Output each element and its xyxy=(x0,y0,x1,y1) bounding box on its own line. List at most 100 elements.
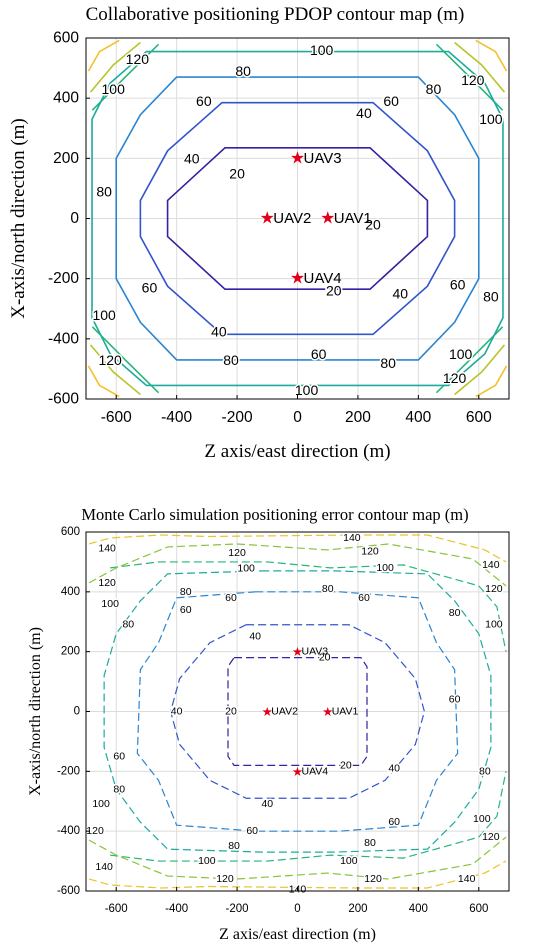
y-tick-label: 200 xyxy=(61,646,80,658)
x-tick-label: 400 xyxy=(409,903,428,915)
uav-label: UAV2 xyxy=(273,210,311,227)
y-tick-label: -600 xyxy=(57,885,80,897)
contour-line-140 xyxy=(88,860,507,889)
x-tick-label: -200 xyxy=(222,409,253,426)
contour-label: 80 xyxy=(322,583,334,595)
contour-label: 40 xyxy=(261,798,273,810)
contour-label: 100 xyxy=(101,598,119,610)
uav-marker-icon: ★ xyxy=(290,148,305,168)
contour-line-100 xyxy=(91,326,160,394)
x-axis-label: Z axis/east direction (m) xyxy=(204,441,390,462)
contour-label: 100 xyxy=(473,813,491,825)
uav-label: UAV2 xyxy=(271,706,298,718)
y-tick-label: 0 xyxy=(74,706,80,718)
contour-label: 100 xyxy=(295,382,319,398)
y-tick-label: 600 xyxy=(61,526,80,538)
uav-label: UAV1 xyxy=(334,210,372,227)
contour-label: 20 xyxy=(225,706,237,718)
contour-label: 120 xyxy=(461,72,485,88)
contour-label: 80 xyxy=(122,619,134,631)
contour-label: 40 xyxy=(249,631,261,643)
contour-label: 120 xyxy=(98,577,116,589)
contour-label: 120 xyxy=(86,825,104,837)
y-axis-label: X-axis/north direction (m) xyxy=(8,118,29,319)
contour-line-20 xyxy=(227,657,368,766)
contour-line-40 xyxy=(139,101,456,336)
y-tick-label: -200 xyxy=(57,765,80,777)
contour-label: 80 xyxy=(479,765,491,777)
contour-label: 20 xyxy=(229,165,245,181)
uav-label: UAV3 xyxy=(302,646,329,658)
x-tick-label: -600 xyxy=(101,409,132,426)
contour-label: 40 xyxy=(356,105,372,121)
contour-label: 80 xyxy=(483,289,499,305)
contour-label: 60 xyxy=(196,93,212,109)
x-tick-label: -600 xyxy=(105,903,128,915)
contour-line-120 xyxy=(88,543,507,587)
contour-label: 60 xyxy=(449,694,461,706)
contour-label: 120 xyxy=(216,873,234,885)
y-tick-label: -400 xyxy=(48,330,79,347)
uav-label: UAV4 xyxy=(304,270,342,287)
contour-label: 100 xyxy=(485,619,503,631)
uav-marker-icon: ★ xyxy=(292,764,303,779)
contour-label: 120 xyxy=(361,545,379,557)
contour-label: 60 xyxy=(225,592,237,604)
contour-label: 120 xyxy=(228,547,246,559)
y-tick-label: 200 xyxy=(53,150,79,167)
contour-label: 80 xyxy=(380,355,396,371)
contour-line-120 xyxy=(89,344,141,396)
y-tick-label: 600 xyxy=(53,30,79,47)
uav-marker-icon: ★ xyxy=(292,644,303,659)
x-tick-label: 0 xyxy=(293,409,302,426)
contour-label: 60 xyxy=(358,592,370,604)
contour-line-40 xyxy=(169,624,426,799)
contour-label: 60 xyxy=(311,346,327,362)
x-tick-label: 200 xyxy=(348,903,367,915)
contour-label: 100 xyxy=(92,307,116,323)
contour-label: 80 xyxy=(449,607,461,619)
x-tick-label: -400 xyxy=(161,409,192,426)
x-tick-label: 600 xyxy=(466,409,492,426)
uav-marker-icon: ★ xyxy=(290,269,305,289)
contour-label: 100 xyxy=(198,855,216,867)
contour-label: 100 xyxy=(376,562,394,574)
contour-line-120 xyxy=(454,41,506,93)
contour-line-140 xyxy=(87,39,120,72)
uav-marker-icon: ★ xyxy=(262,704,273,719)
contour-label: 60 xyxy=(388,816,400,828)
contour-label: 40 xyxy=(211,323,227,339)
contour-line-20 xyxy=(166,147,429,290)
contour-label: 80 xyxy=(180,586,192,598)
contour-label: 40 xyxy=(171,706,183,718)
contour-label: 120 xyxy=(364,873,382,885)
uav-label: UAV4 xyxy=(302,765,329,777)
contour-label: 140 xyxy=(482,559,500,571)
contour-label: 40 xyxy=(184,150,200,166)
contour-label: 60 xyxy=(383,93,399,109)
contour-label: 60 xyxy=(450,277,466,293)
x-tick-label: 200 xyxy=(345,409,371,426)
contour-group xyxy=(88,534,507,889)
contour-label: 40 xyxy=(392,286,408,302)
y-tick-label: -600 xyxy=(48,391,79,408)
contour-group xyxy=(87,39,508,398)
uav-label: UAV3 xyxy=(304,150,342,167)
contour-label: 60 xyxy=(246,825,258,837)
x-axis-label: Z axis/east direction (m) xyxy=(219,926,376,943)
y-axis-label: X-axis/north direction (m) xyxy=(27,627,44,796)
contour-label: 20 xyxy=(365,217,381,233)
contour-line-140 xyxy=(87,365,120,398)
contour-label: 120 xyxy=(482,831,500,843)
contour-label: 80 xyxy=(426,81,442,97)
contour-line-140 xyxy=(475,365,508,398)
contour-label: 60 xyxy=(113,750,125,762)
contour-label: 100 xyxy=(449,346,473,362)
contour-label: 60 xyxy=(142,280,158,296)
x-tick-label: 600 xyxy=(469,903,488,915)
contour-line-100 xyxy=(435,43,504,111)
contour-label: 60 xyxy=(180,604,192,616)
contour-label: 20 xyxy=(326,283,342,299)
contour-label: 140 xyxy=(98,542,116,554)
uav-marker-icon: ★ xyxy=(320,209,335,229)
